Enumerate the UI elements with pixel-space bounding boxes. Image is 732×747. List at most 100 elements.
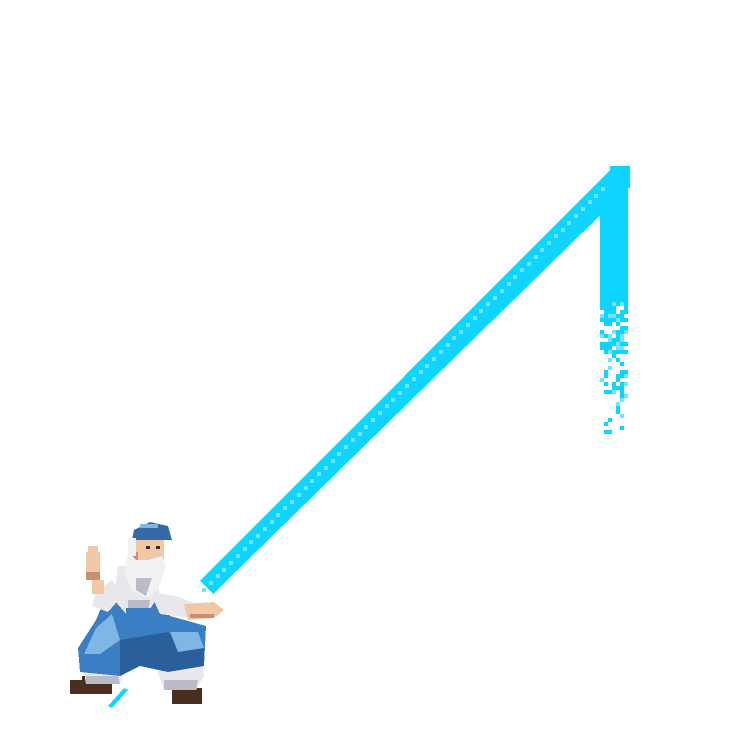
sparkle-pixel xyxy=(620,374,624,378)
sparkle-pixel xyxy=(604,310,608,314)
beam-edge-pixel xyxy=(236,554,240,558)
beam-edge-pixel xyxy=(507,282,511,286)
beam-edge-pixel xyxy=(486,302,490,306)
beam-edge-pixel xyxy=(567,221,571,225)
beam-edge-pixel xyxy=(479,309,483,313)
beam-edge-pixel xyxy=(425,364,429,368)
sparkle-pixel xyxy=(624,326,628,330)
sparkle-pixel xyxy=(608,306,612,310)
beam-edge-pixel xyxy=(473,316,477,320)
sparkle-pixel xyxy=(616,334,620,338)
beam-edge-pixel xyxy=(534,255,538,259)
sparkle-pixel xyxy=(620,382,624,386)
sparkle-pixel xyxy=(604,346,608,350)
sparkle-pixel xyxy=(604,322,608,326)
beam-edge-pixel xyxy=(209,581,213,585)
sparkle-pixel xyxy=(612,338,616,342)
sparkle-pixel xyxy=(600,330,604,334)
sparkle-pixel xyxy=(616,314,620,318)
sparkle-pixel xyxy=(604,306,608,310)
beam-vertical-segment xyxy=(600,186,628,302)
beam-edge-pixel xyxy=(229,561,233,565)
sparkle-pixel xyxy=(612,350,616,354)
sparkle-pixel xyxy=(604,314,608,318)
sparkle-pixel xyxy=(604,374,608,378)
sparkle-pixel xyxy=(616,386,620,390)
sparkle-pixel xyxy=(608,338,612,342)
beam-edge-pixel xyxy=(446,343,450,347)
sparkle-pixel xyxy=(600,318,604,322)
sparkle-pixel xyxy=(616,342,620,346)
beam-edge-pixel xyxy=(459,330,463,334)
sparkle-pixel xyxy=(616,374,620,378)
beam-jagged-edge xyxy=(202,187,605,592)
beam-edge-pixel xyxy=(601,187,605,191)
beam-ground-spark xyxy=(108,688,128,708)
beam-edge-pixel xyxy=(405,384,409,388)
sparkle-pixel xyxy=(620,346,624,350)
sparkle-pixel xyxy=(604,334,608,338)
sparkle-pixel xyxy=(612,310,616,314)
sparkle-pixel xyxy=(608,390,612,394)
sparkle-pixel xyxy=(620,326,624,330)
beam-edge-pixel xyxy=(344,445,348,449)
beam-edge-pixel xyxy=(412,377,416,381)
sparkle-pixel xyxy=(624,342,628,346)
beam-edge-pixel xyxy=(222,568,226,572)
sparkle-pixel xyxy=(612,390,616,394)
sparkle-pixel xyxy=(604,342,608,346)
sparkle-pixel xyxy=(608,302,612,306)
beam-edge-pixel xyxy=(263,527,267,531)
beam-edge-pixel xyxy=(283,506,287,510)
sparkle-pixel xyxy=(620,330,624,334)
beam-edge-pixel xyxy=(270,520,274,524)
beam-edge-pixel xyxy=(513,275,517,279)
sparkle-pixel xyxy=(624,330,628,334)
beam-edge-pixel xyxy=(243,547,247,551)
beam-edge-pixel xyxy=(439,350,443,354)
beam-edge-pixel xyxy=(310,479,314,483)
sparkle-pixel xyxy=(616,378,620,382)
sparkle-pixel xyxy=(624,374,628,378)
sparkle-pixel xyxy=(616,346,620,350)
sparkle-pixel xyxy=(612,354,616,358)
sparkle-pixel xyxy=(612,382,616,386)
sparkle-pixel xyxy=(612,314,616,318)
beam-edge-pixel xyxy=(276,513,280,517)
sparkle-pixel xyxy=(620,310,624,314)
sparkle-pixel xyxy=(620,342,624,346)
sparkle-pixel xyxy=(620,394,624,398)
beam-edge-pixel xyxy=(452,336,456,340)
sparkle-pixel xyxy=(616,350,620,354)
sparkle-pixel xyxy=(616,330,620,334)
beam-edge-pixel xyxy=(358,432,362,436)
sparkle-pixel xyxy=(624,382,628,386)
beam-edge-pixel xyxy=(317,472,321,476)
beam-edge-pixel xyxy=(256,534,260,538)
beam-edge-pixel xyxy=(297,493,301,497)
sparkle-pixel xyxy=(612,386,616,390)
sparkle-pixel xyxy=(616,322,620,326)
sparkle-pixel xyxy=(624,318,628,322)
sparkle-pixel xyxy=(608,342,612,346)
sparkle-pixel xyxy=(604,318,608,322)
sparkle-pixel xyxy=(624,394,628,398)
sparkle-pixel xyxy=(620,318,624,322)
sparkle-pixel xyxy=(616,410,620,414)
sparkle-pixel xyxy=(624,350,628,354)
sparkle-pixel xyxy=(620,334,624,338)
beam-edge-pixel xyxy=(290,500,294,504)
beam-edge-pixel xyxy=(249,540,253,544)
sparkle-pixel xyxy=(604,302,608,306)
sparkle-pixel xyxy=(604,422,608,426)
beam-bend-cap xyxy=(610,166,630,188)
beam-edge-pixel xyxy=(588,200,592,204)
sparkle-pixel xyxy=(620,386,624,390)
beam-edge-pixel xyxy=(574,214,578,218)
sparkle-pixel xyxy=(600,306,604,310)
beam-edge-pixel xyxy=(202,588,206,592)
sparkle-pixel xyxy=(608,346,612,350)
beam-edge-pixel xyxy=(432,357,436,361)
